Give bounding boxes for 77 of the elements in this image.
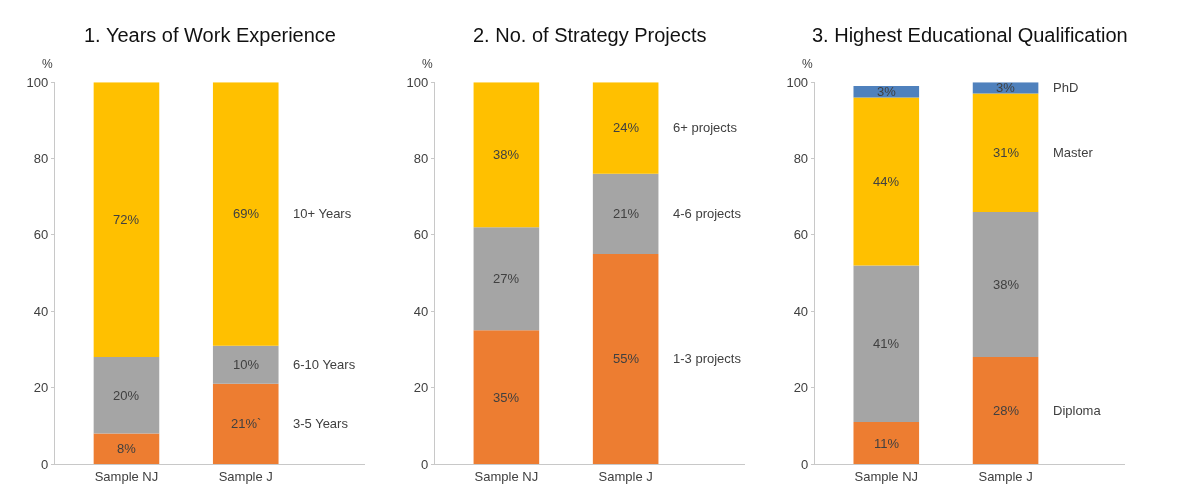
y-tick-label: 100 [786, 74, 809, 90]
x-tick-label: Sample J [598, 468, 653, 484]
y-tick-label: 20 [33, 380, 49, 396]
y-tick-label: 0 [800, 456, 809, 472]
chart-title: 3. Highest Educational Qualification [812, 24, 1128, 46]
chart-title: 1. Years of Work Experience [84, 24, 336, 46]
bar [93, 82, 160, 358]
data-label: 31% [993, 145, 1020, 160]
data-label: 44% [873, 174, 900, 189]
y-tick-label: 100 [406, 74, 429, 90]
y-tick-label: 40 [33, 303, 49, 319]
series-label: 10+ Years [293, 206, 352, 221]
y-tick-label: 40 [413, 303, 429, 319]
data-label: 21% [613, 206, 640, 221]
series-label: 4-6 projects [673, 206, 742, 221]
series-label: Diploma [1053, 403, 1102, 418]
data-label: 24% [613, 120, 640, 135]
data-label: 28% [993, 403, 1020, 418]
series-label: 3-5 Years [293, 416, 349, 431]
data-label: 20% [113, 388, 140, 403]
data-label: 35% [493, 390, 520, 405]
data-label: 8% [117, 441, 137, 456]
bar [93, 357, 160, 434]
x-tick-label: Sample NJ [474, 468, 539, 484]
data-label: 55% [613, 351, 640, 366]
y-tick-label: 0 [41, 456, 49, 472]
bar [93, 433, 160, 464]
bar [212, 383, 279, 464]
bar [592, 253, 659, 464]
bar [853, 422, 920, 464]
y-tick-label: 80 [33, 151, 49, 167]
series-label: Master [1053, 145, 1094, 160]
y-tick-label: 60 [793, 227, 809, 243]
y-tick-label: 100 [26, 74, 49, 90]
bar [972, 93, 1039, 212]
data-label: 10% [233, 357, 260, 372]
bar [473, 82, 540, 228]
series-label: 1-3 projects [673, 351, 742, 366]
bar [473, 330, 540, 464]
bar [592, 173, 659, 254]
data-label: 27% [493, 271, 520, 286]
series-label: 6+ projects [673, 120, 738, 135]
bar [592, 82, 659, 174]
bar [853, 265, 920, 422]
data-label: 3% [996, 80, 1016, 95]
data-label: 11% [874, 436, 900, 451]
data-label: 69% [233, 206, 260, 221]
data-label: 21%` [231, 416, 262, 431]
y-tick-label: 80 [793, 151, 809, 167]
y-axis-title: % [422, 57, 433, 71]
x-tick-label: Sample J [978, 468, 1033, 484]
data-label: 72% [113, 212, 140, 227]
x-tick-label: Sample NJ [94, 468, 159, 484]
data-label: 41% [873, 336, 900, 351]
y-tick-label: 60 [413, 227, 429, 243]
bar [473, 227, 540, 331]
data-label: 3% [877, 84, 897, 99]
bar [853, 97, 920, 266]
data-label: 38% [493, 147, 520, 162]
y-tick-label: 40 [793, 303, 809, 319]
y-tick-label: 60 [33, 227, 49, 243]
y-tick-label: 20 [413, 380, 429, 396]
chart-title: 2. No. of Strategy Projects [473, 24, 707, 46]
data-label: 38% [993, 277, 1020, 292]
bar [972, 211, 1039, 358]
bar [972, 357, 1039, 464]
y-axis-title: % [42, 57, 53, 71]
x-tick-label: Sample J [218, 468, 273, 484]
y-tick-label: 20 [793, 380, 809, 396]
series-label: 6-10 Years [293, 357, 356, 372]
y-axis-title: % [802, 57, 813, 71]
series-label: PhD [1053, 80, 1079, 95]
y-tick-label: 0 [420, 456, 429, 472]
bar [212, 345, 279, 384]
y-tick-label: 80 [413, 151, 429, 167]
x-tick-label: Sample NJ [854, 468, 919, 484]
bar [212, 82, 279, 346]
